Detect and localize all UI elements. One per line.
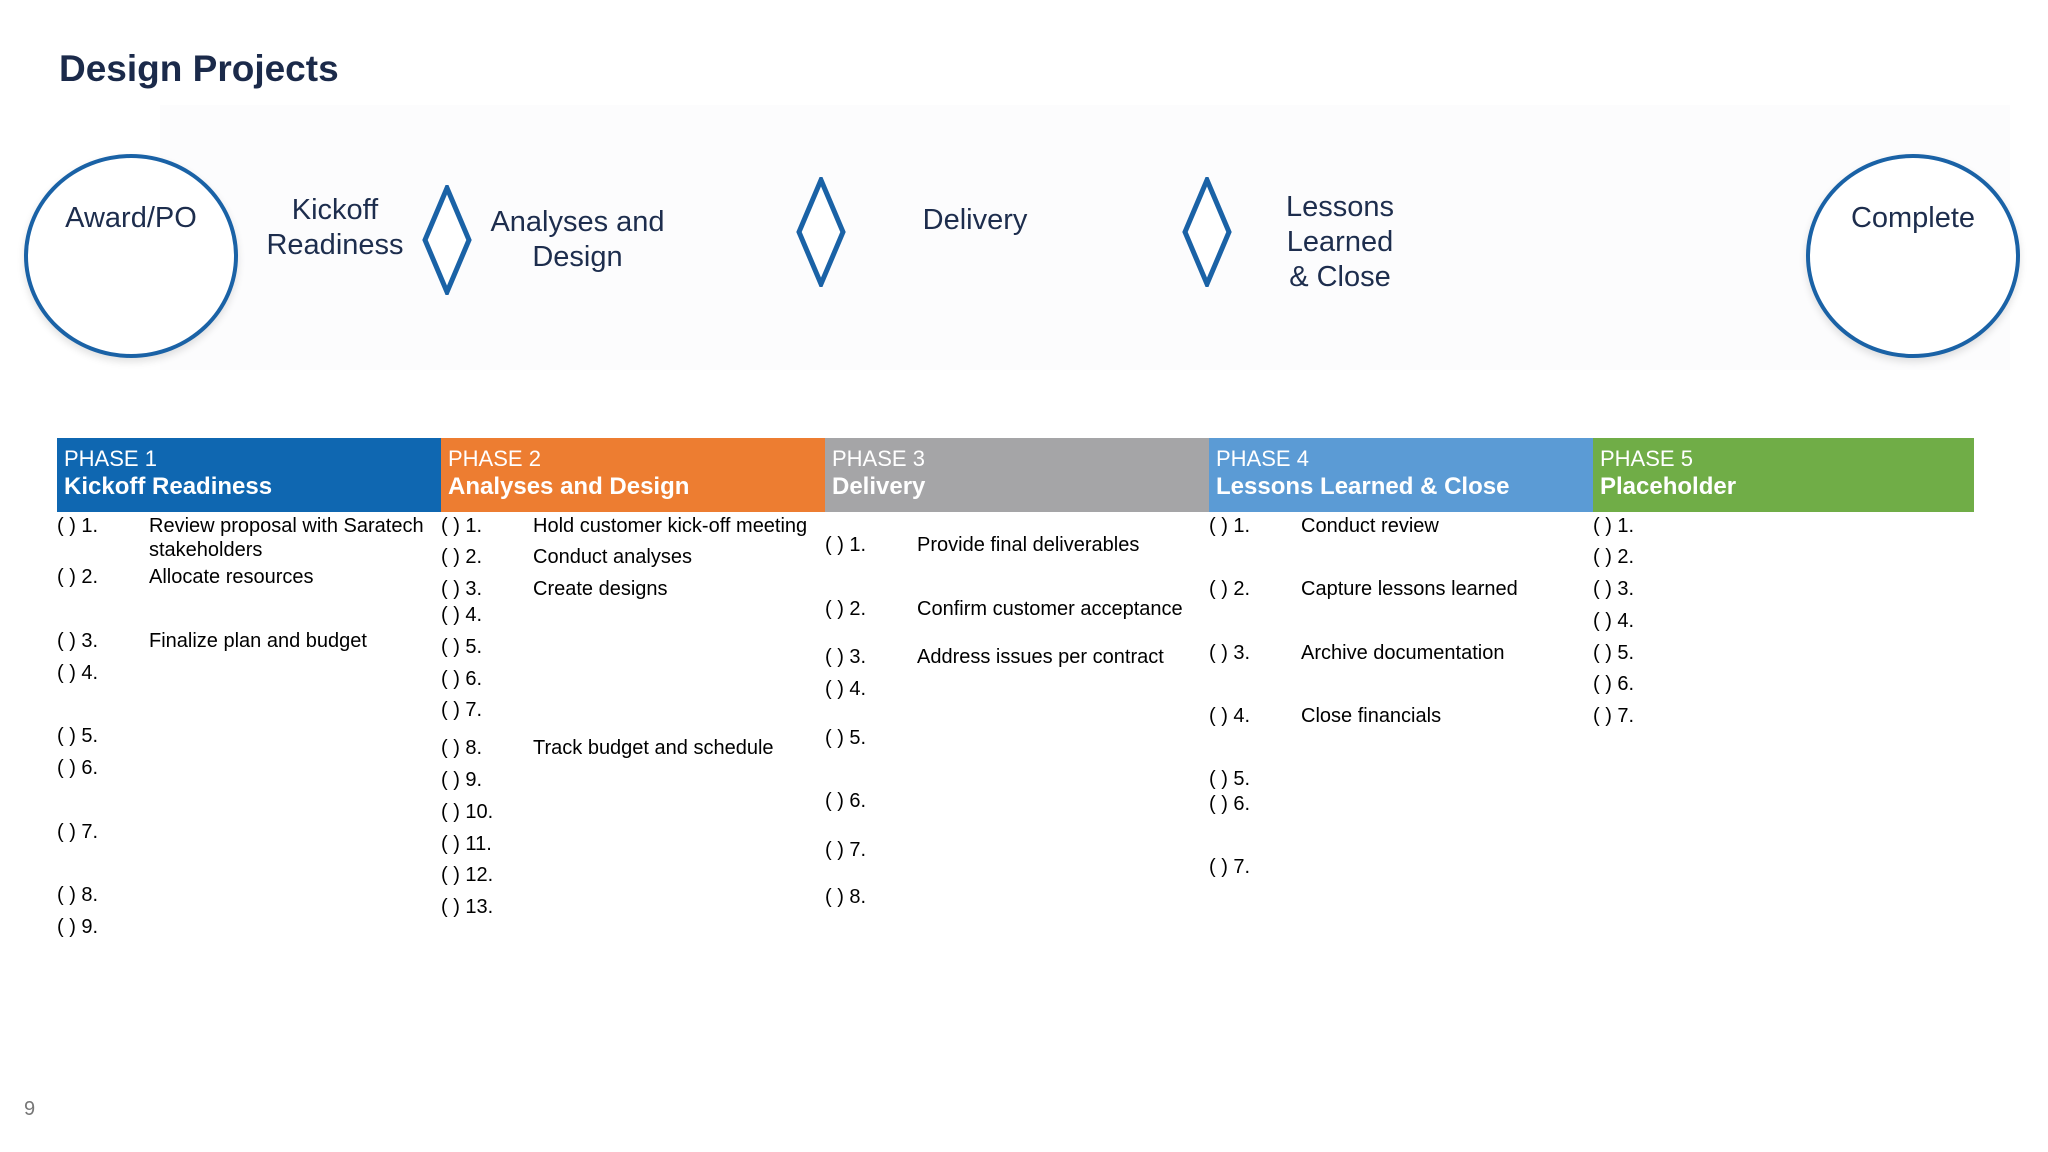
phase-3-header: PHASE 3 Delivery: [825, 438, 1209, 512]
phase-1-header: PHASE 1 Kickoff Readiness: [57, 438, 441, 512]
checkbox-number[interactable]: ( ) 1.: [825, 534, 867, 556]
task-text: Allocate resources: [149, 566, 314, 588]
checkbox-number[interactable]: ( ) 1.: [1209, 515, 1251, 537]
checkbox-number[interactable]: ( ) 5.: [441, 636, 483, 658]
flow-step-kickoff-readiness: Kickoff Readiness: [250, 193, 420, 263]
milestone-diamond-icon: [422, 185, 472, 295]
checkbox-number[interactable]: ( ) 3.: [825, 646, 867, 668]
checkbox-number[interactable]: ( ) 2.: [1593, 546, 1635, 568]
flow-step-line: Analyses and: [490, 206, 665, 238]
checkbox-number[interactable]: ( ) 2.: [441, 546, 483, 568]
checkbox-number[interactable]: ( ) 7.: [1593, 705, 1635, 727]
flow-step-line: Lessons: [1285, 191, 1394, 223]
page-title: Design Projects: [59, 48, 339, 89]
flow-step-lessons-learned: Lessons Learned & Close: [1250, 190, 1430, 295]
checkbox-number[interactable]: ( ) 6.: [441, 668, 483, 690]
checkbox-number[interactable]: ( ) 3.: [1593, 578, 1635, 600]
flow-step-line: Learned: [1286, 226, 1394, 258]
checkbox-number[interactable]: ( ) 7.: [825, 839, 867, 861]
checkbox-number[interactable]: ( ) 5.: [1209, 768, 1251, 790]
end-circle: Complete: [1806, 154, 2020, 358]
page-number: 9: [24, 1098, 36, 1120]
checkbox-number[interactable]: ( ) 3.: [441, 578, 483, 600]
phase-number: PHASE 4: [1216, 446, 1309, 471]
task-text: Conduct review: [1301, 515, 1439, 537]
task-text: Provide final deliverables: [917, 534, 1140, 556]
task-text: Close financials: [1301, 705, 1442, 727]
checkbox-number[interactable]: ( ) 8.: [441, 737, 483, 759]
phase-name: Delivery: [832, 473, 926, 500]
phase-number: PHASE 2: [448, 446, 541, 471]
checkbox-number[interactable]: ( ) 5.: [57, 725, 99, 747]
checkbox-number[interactable]: ( ) 4.: [1209, 705, 1251, 727]
phase-5-header: PHASE 5 Placeholder: [1593, 438, 1974, 512]
task-text: Address issues per contract: [917, 646, 1164, 668]
checkbox-number[interactable]: ( ) 8.: [825, 886, 867, 908]
checkbox-number[interactable]: ( ) 1.: [441, 515, 483, 537]
task-text: Create designs: [533, 578, 668, 600]
phase-number: PHASE 1: [64, 446, 157, 471]
checkbox-number[interactable]: ( ) 10.: [441, 801, 494, 823]
checkbox-number[interactable]: ( ) 2.: [1209, 578, 1251, 600]
task-text: Capture lessons learned: [1301, 578, 1518, 600]
checkbox-number[interactable]: ( ) 5.: [1593, 642, 1635, 664]
phase-number: PHASE 3: [832, 446, 925, 471]
checkbox-number[interactable]: ( ) 3.: [1209, 642, 1251, 664]
checkbox-number[interactable]: ( ) 9.: [441, 769, 483, 791]
checkbox-number[interactable]: ( ) 4.: [441, 604, 483, 626]
milestone-diamond-icon: [1182, 177, 1232, 287]
task-text: Track budget and schedule: [533, 737, 774, 759]
flow-step-delivery: Delivery: [880, 203, 1070, 238]
checkbox-number[interactable]: ( ) 2.: [825, 598, 867, 620]
start-label: Award/PO: [65, 202, 197, 234]
end-label: Complete: [1850, 202, 1976, 234]
checkbox-number[interactable]: ( ) 4.: [57, 662, 99, 684]
flow-step-line: Design: [532, 241, 623, 273]
flow-step-line: & Close: [1289, 261, 1391, 293]
task-text: Archive documentation: [1301, 642, 1505, 664]
task-text: Finalize plan and budget: [149, 630, 367, 652]
checkbox-number[interactable]: ( ) 13.: [441, 896, 494, 918]
phase-name: Lessons Learned & Close: [1216, 473, 1510, 500]
phase-name: Placeholder: [1600, 473, 1737, 500]
checkbox-number[interactable]: ( ) 4.: [825, 678, 867, 700]
flow-step-line: Readiness: [266, 229, 404, 261]
flow-step-analyses-design: Analyses and Design: [470, 205, 685, 275]
checkbox-number[interactable]: ( ) 1.: [1593, 515, 1635, 537]
checkbox-number[interactable]: ( ) 9.: [57, 916, 99, 938]
phase-2-header: PHASE 2 Analyses and Design: [441, 438, 825, 512]
checkbox-number[interactable]: ( ) 1.: [57, 515, 99, 537]
checkbox-number[interactable]: ( ) 6.: [1209, 793, 1251, 815]
checkbox-number[interactable]: ( ) 3.: [57, 630, 99, 652]
phase-name: Analyses and Design: [448, 473, 690, 500]
milestone-diamond-icon: [796, 177, 846, 287]
checkbox-number[interactable]: ( ) 2.: [57, 566, 99, 588]
checkbox-number[interactable]: ( ) 12.: [441, 864, 494, 886]
checkbox-number[interactable]: ( ) 6.: [825, 790, 867, 812]
checkbox-number[interactable]: ( ) 7.: [1209, 856, 1251, 878]
start-circle: Award/PO: [24, 154, 238, 358]
checkbox-number[interactable]: ( ) 6.: [1593, 673, 1635, 695]
phase-name: Kickoff Readiness: [64, 473, 273, 500]
checkbox-number[interactable]: ( ) 7.: [57, 821, 99, 843]
checkbox-number[interactable]: ( ) 8.: [57, 884, 99, 906]
task-text: Hold customer kick-off meeting: [533, 515, 808, 537]
flow-step-line: Delivery: [922, 204, 1028, 236]
task-text: Review proposal with Saratech stakeholde…: [149, 515, 424, 561]
checkbox-number[interactable]: ( ) 11.: [441, 833, 492, 855]
checkbox-number[interactable]: ( ) 7.: [441, 699, 483, 721]
phase-4-header: PHASE 4 Lessons Learned & Close: [1209, 438, 1593, 512]
phase-number: PHASE 5: [1600, 446, 1693, 471]
task-text: Confirm customer acceptance: [917, 598, 1183, 620]
flow-step-line: Kickoff: [291, 194, 379, 226]
checkbox-number[interactable]: ( ) 5.: [825, 727, 867, 749]
checkbox-number[interactable]: ( ) 4.: [1593, 610, 1635, 632]
checkbox-number[interactable]: ( ) 6.: [57, 757, 99, 779]
task-text: Conduct analyses: [533, 546, 692, 568]
